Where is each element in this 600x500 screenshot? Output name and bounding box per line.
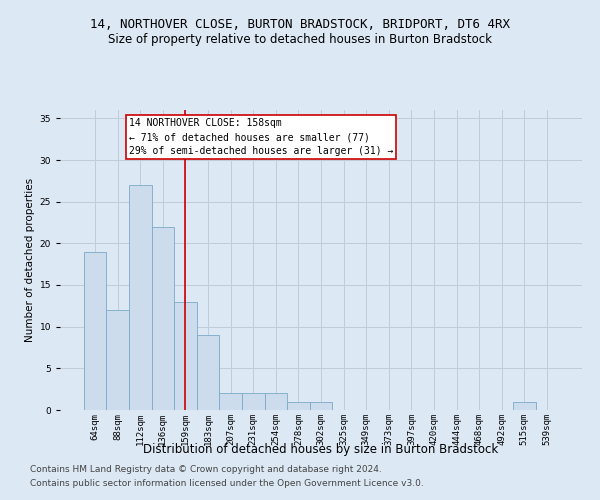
Bar bbox=[242, 394, 265, 410]
Bar bbox=[129, 185, 152, 410]
Bar bbox=[265, 394, 287, 410]
Text: 14 NORTHOVER CLOSE: 158sqm
← 71% of detached houses are smaller (77)
29% of semi: 14 NORTHOVER CLOSE: 158sqm ← 71% of deta… bbox=[129, 118, 393, 156]
Bar bbox=[513, 402, 536, 410]
Bar bbox=[84, 252, 106, 410]
Y-axis label: Number of detached properties: Number of detached properties bbox=[25, 178, 35, 342]
Bar bbox=[197, 335, 220, 410]
Text: Contains public sector information licensed under the Open Government Licence v3: Contains public sector information licen… bbox=[30, 479, 424, 488]
Bar bbox=[174, 302, 197, 410]
Bar bbox=[220, 394, 242, 410]
Text: Contains HM Land Registry data © Crown copyright and database right 2024.: Contains HM Land Registry data © Crown c… bbox=[30, 466, 382, 474]
Bar bbox=[287, 402, 310, 410]
Bar bbox=[152, 226, 174, 410]
Text: Distribution of detached houses by size in Burton Bradstock: Distribution of detached houses by size … bbox=[143, 442, 499, 456]
Text: 14, NORTHOVER CLOSE, BURTON BRADSTOCK, BRIDPORT, DT6 4RX: 14, NORTHOVER CLOSE, BURTON BRADSTOCK, B… bbox=[90, 18, 510, 30]
Text: Size of property relative to detached houses in Burton Bradstock: Size of property relative to detached ho… bbox=[108, 32, 492, 46]
Bar bbox=[106, 310, 129, 410]
Bar bbox=[310, 402, 332, 410]
